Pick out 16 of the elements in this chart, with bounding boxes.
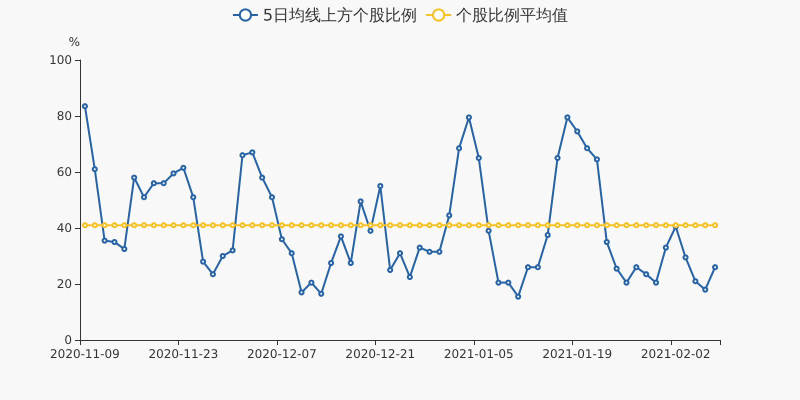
x-tick-label: 2020-12-21 (345, 347, 416, 361)
x-tick-label: 2021-01-19 (542, 347, 612, 361)
y-tick-label: 60 (56, 165, 72, 179)
x-tick-label: 2021-02-02 (640, 347, 711, 361)
y-tick-label: 80 (56, 109, 72, 123)
y-tick-label: 100 (49, 53, 72, 67)
legend-label: 个股比例平均值 (456, 6, 568, 24)
y-tick-label: 40 (56, 221, 72, 235)
x-tick-label: 2021-01-05 (444, 347, 514, 361)
legend-label: 5日均线上方个股比例 (262, 6, 418, 24)
y-tick-label: 0 (64, 333, 72, 347)
x-tick-label: 2020-11-09 (50, 347, 120, 361)
x-tick-label: 2020-12-07 (246, 347, 317, 361)
y-tick-label: 20 (56, 277, 72, 291)
y-axis-title: % (68, 35, 80, 49)
x-tick-label: 2020-11-23 (148, 347, 218, 361)
